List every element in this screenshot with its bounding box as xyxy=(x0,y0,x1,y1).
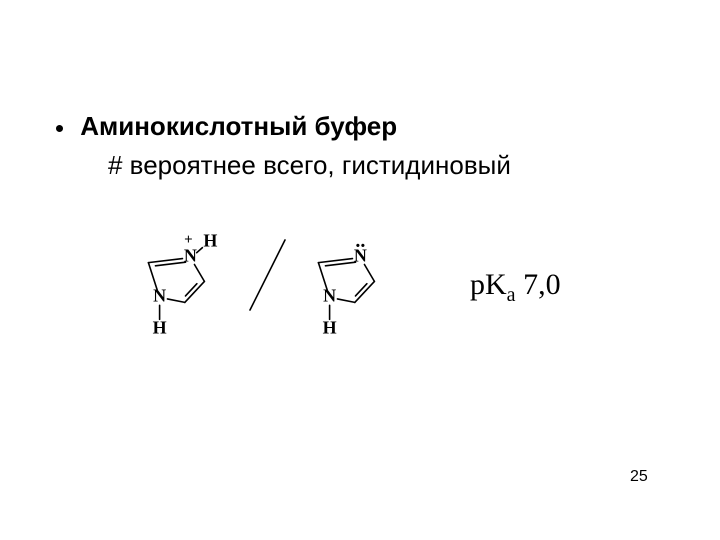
chemistry-diagram: NNH+HNNH.. xyxy=(110,205,420,365)
sub-heading: # вероятнее всего, гистидиновый xyxy=(108,150,511,181)
pka-value: 7,0 xyxy=(516,268,561,301)
svg-text:H: H xyxy=(203,231,217,251)
svg-text:N: N xyxy=(323,285,336,305)
bullet-dot-icon xyxy=(56,125,63,132)
bullet-heading: Аминокислотный буфер xyxy=(56,111,397,142)
svg-text:N: N xyxy=(153,285,166,305)
chemistry-svg: NNH+HNNH.. xyxy=(110,205,420,365)
bullet-text: Аминокислотный буфер xyxy=(80,111,397,141)
pka-sub: a xyxy=(507,284,516,306)
pka-prefix: pK xyxy=(470,268,507,301)
svg-text:+: + xyxy=(184,232,193,248)
sub-text: # вероятнее всего, гистидиновый xyxy=(108,150,511,180)
svg-text:..: .. xyxy=(355,230,365,252)
pka-label: pKa 7,0 xyxy=(470,268,561,307)
svg-text:N: N xyxy=(184,246,197,266)
page-number: 25 xyxy=(630,468,648,486)
svg-text:H: H xyxy=(153,317,167,337)
svg-text:H: H xyxy=(323,317,337,337)
page-number-text: 25 xyxy=(630,468,648,485)
